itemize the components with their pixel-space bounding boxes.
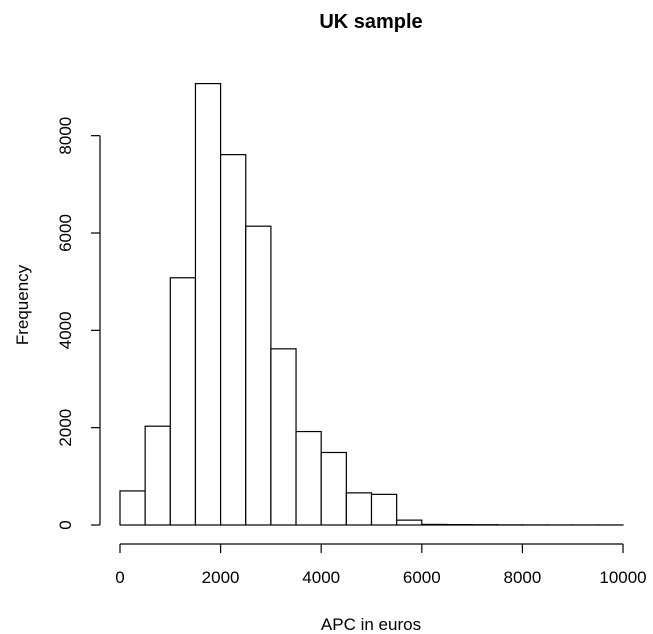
histogram-bar-1 bbox=[144, 425, 171, 526]
histogram-bar-3 bbox=[194, 82, 222, 526]
histogram-bar-5 bbox=[245, 225, 272, 526]
bars-group bbox=[119, 82, 624, 526]
histogram-bar-4 bbox=[220, 154, 247, 526]
x-tick-label-2000: 2000 bbox=[202, 568, 240, 587]
x-axis: 0 2000 4000 6000 8000 10000 bbox=[115, 543, 647, 587]
histogram-bar-0 bbox=[119, 490, 146, 526]
histogram-bar-12 bbox=[421, 523, 448, 526]
histogram-bar-9 bbox=[345, 492, 373, 526]
y-tick-label-0: 0 bbox=[56, 520, 75, 529]
x-axis-label: APC in euros bbox=[321, 615, 421, 634]
histogram-bar-8 bbox=[320, 451, 347, 526]
y-tick-label-4000: 4000 bbox=[56, 311, 75, 349]
y-tick-label-8000: 8000 bbox=[56, 117, 75, 155]
histogram-bar-7 bbox=[295, 430, 322, 526]
x-tick-label-4000: 4000 bbox=[302, 568, 340, 587]
x-tick-label-8000: 8000 bbox=[503, 568, 541, 587]
x-tick-label-0: 0 bbox=[115, 568, 124, 587]
histogram-bar-2 bbox=[169, 277, 197, 526]
y-tick-label-6000: 6000 bbox=[56, 214, 75, 252]
x-tick-label-6000: 6000 bbox=[403, 568, 441, 587]
y-axis: 0 2000 4000 6000 8000 bbox=[56, 117, 101, 530]
y-tick-label-2000: 2000 bbox=[56, 409, 75, 447]
chart-title: UK sample bbox=[319, 11, 422, 33]
histogram-bar-10 bbox=[370, 493, 398, 526]
histogram-bar-11 bbox=[396, 519, 423, 526]
histogram-bar-6 bbox=[270, 348, 297, 526]
y-axis-label: Frequency bbox=[13, 264, 32, 345]
x-tick-label-10000: 10000 bbox=[599, 568, 646, 587]
